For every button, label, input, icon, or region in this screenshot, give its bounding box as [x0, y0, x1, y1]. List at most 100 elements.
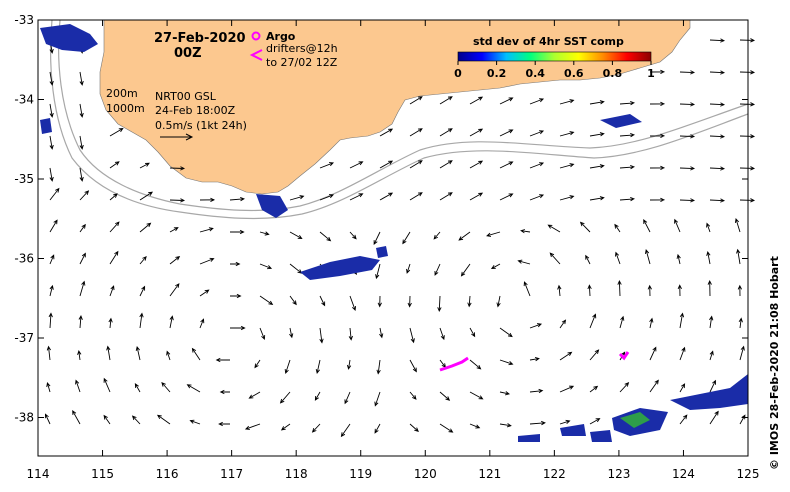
current-arrow	[49, 103, 54, 118]
current-arrow	[559, 319, 567, 329]
current-arrow	[589, 418, 601, 425]
current-arrow	[679, 414, 688, 425]
current-arrow	[499, 391, 511, 396]
current-arrow	[109, 193, 118, 201]
x-tick-label: 118	[285, 467, 308, 481]
current-arrow	[79, 252, 86, 265]
current-arrow	[585, 254, 591, 265]
current-arrow	[649, 101, 666, 107]
current-arrow	[439, 128, 453, 137]
current-arrow	[679, 312, 685, 329]
speed-scale-arrow-icon	[160, 133, 194, 141]
sst-patch-nw-2	[40, 118, 52, 134]
current-arrow	[499, 423, 512, 428]
current-arrow	[199, 289, 210, 297]
current-arrow	[529, 162, 545, 169]
current-arrow	[469, 359, 482, 370]
current-arrow	[199, 318, 205, 329]
current-arrow	[469, 128, 484, 137]
speed-scale-label: 0.5m/s (1kt 24h)	[155, 119, 247, 132]
current-arrow	[230, 229, 245, 235]
x-tick-label: 122	[543, 467, 566, 481]
y-tick-label: -37	[14, 331, 34, 345]
current-arrow	[734, 218, 741, 233]
current-arrow	[230, 293, 242, 299]
current-arrow	[103, 377, 111, 393]
current-arrow	[199, 227, 214, 233]
current-arrow	[439, 192, 453, 201]
current-arrow	[589, 132, 605, 137]
current-arrow	[44, 413, 51, 425]
current-arrow	[617, 279, 622, 297]
current-arrow	[649, 317, 654, 329]
current-arrow	[349, 161, 364, 169]
current-arrow	[439, 96, 453, 105]
current-arrow	[189, 419, 201, 425]
current-arrow	[169, 227, 179, 233]
current-arrow	[259, 295, 274, 306]
current-arrow	[738, 317, 743, 329]
current-arrow	[289, 295, 297, 306]
drifter-legend-icon	[249, 49, 263, 61]
current-arrow	[559, 195, 575, 201]
x-tick-label: 121	[478, 467, 501, 481]
colorbar-ticks: 0 0.2 0.4 0.6 0.8 1	[454, 61, 655, 80]
current-arrow	[469, 160, 484, 169]
argo-label: Argo	[266, 30, 296, 43]
current-arrow	[499, 97, 514, 105]
current-arrow	[106, 345, 111, 361]
current-arrow	[379, 160, 394, 169]
current-arrow	[72, 410, 81, 425]
current-arrow	[649, 197, 666, 203]
current-arrow	[166, 350, 171, 361]
colorbar-tick-label: 0	[454, 67, 462, 80]
current-arrow	[499, 161, 514, 169]
current-arrow	[409, 391, 417, 400]
current-arrow	[649, 165, 666, 171]
current-arrow	[139, 312, 144, 329]
current-arrow	[486, 231, 501, 237]
current-arrow	[402, 231, 411, 245]
current-arrow	[379, 128, 394, 137]
current-arrow	[676, 253, 681, 265]
current-arrow	[709, 350, 714, 361]
current-arrow	[77, 350, 82, 361]
current-arrow	[229, 196, 245, 202]
current-arrow	[709, 198, 726, 203]
current-arrow	[409, 359, 417, 373]
current-arrow	[103, 414, 111, 425]
sst-patch-center-small	[376, 246, 388, 258]
current-arrow	[499, 193, 514, 201]
current-arrow	[374, 391, 381, 407]
current-arrow	[109, 161, 120, 169]
current-arrow	[379, 192, 394, 201]
colorbar-tick-label: 0.6	[564, 67, 584, 80]
depth-1000-label: 1000m	[106, 102, 145, 115]
current-arrow	[433, 231, 441, 240]
current-arrow	[557, 284, 562, 297]
current-arrow	[215, 357, 230, 363]
current-arrow	[529, 420, 546, 426]
current-arrow	[559, 385, 575, 393]
current-arrow	[739, 345, 745, 361]
current-arrow	[161, 381, 171, 393]
current-arrow	[674, 218, 681, 233]
current-arrow	[529, 194, 545, 201]
current-arrow	[49, 187, 60, 201]
current-arrow	[619, 101, 635, 106]
drifter-tracks	[439, 351, 630, 372]
current-arrow	[647, 284, 652, 297]
current-arrow	[737, 284, 743, 297]
current-arrow	[131, 415, 141, 425]
current-arrow	[739, 198, 756, 203]
current-arrow	[643, 219, 651, 233]
current-arrow	[135, 345, 141, 361]
current-arrow	[254, 359, 261, 369]
current-arrow	[186, 384, 201, 393]
current-arrow	[619, 165, 635, 170]
current-arrow	[469, 391, 484, 400]
current-arrow	[79, 280, 86, 297]
current-arrow	[679, 102, 696, 107]
current-arrow	[706, 250, 711, 265]
current-arrow	[529, 356, 540, 362]
